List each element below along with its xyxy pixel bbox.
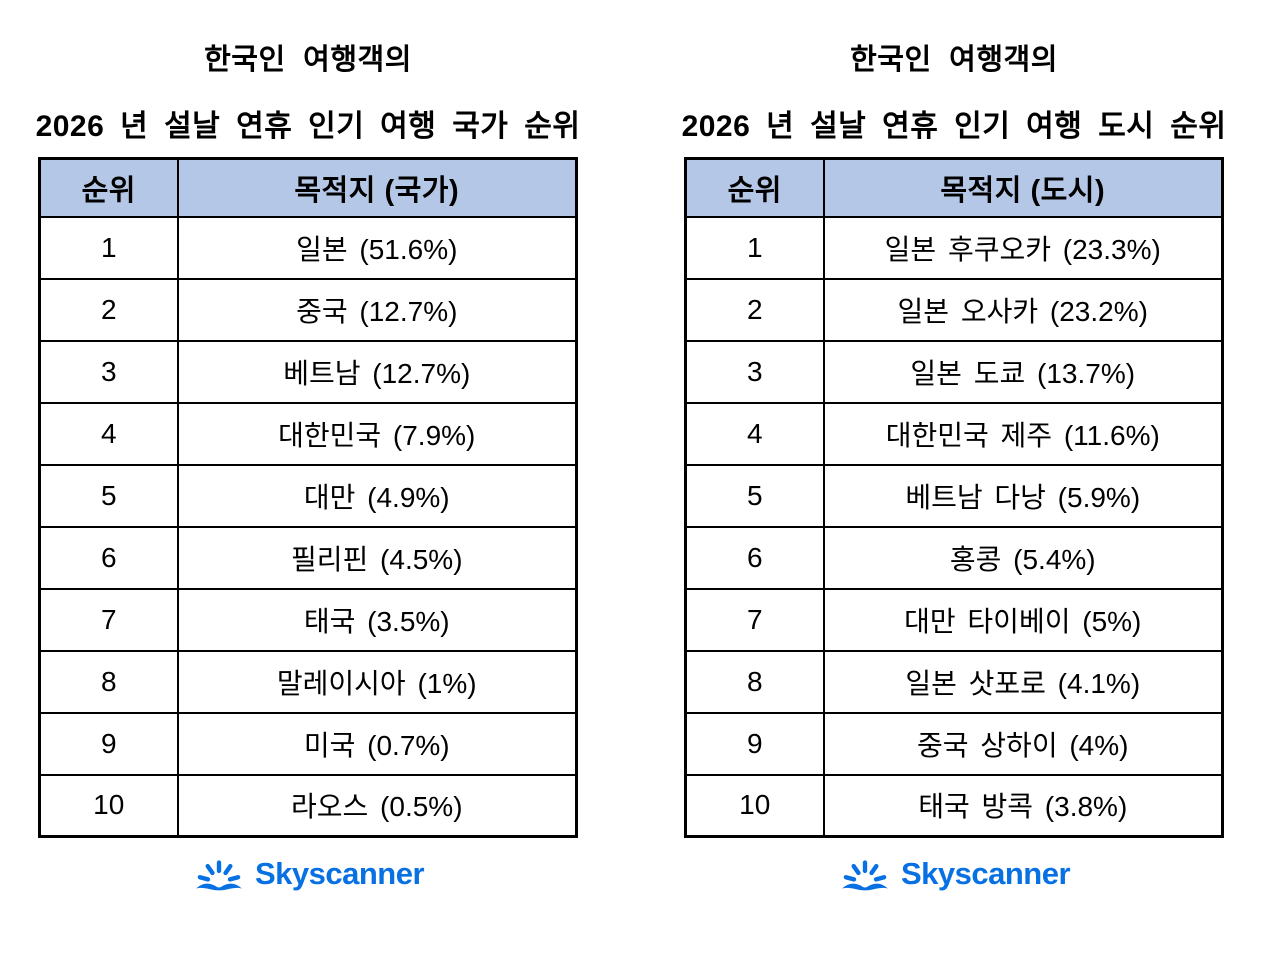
rank-cell: 4 — [38, 401, 179, 466]
rank-cell: 5 — [38, 463, 179, 528]
destination-cell: 일본 오사카 (23.2%) — [822, 277, 1224, 342]
rank-cell: 9 — [38, 711, 179, 776]
rank-cell: 2 — [684, 277, 825, 342]
city-title-line2: 2026 년 설날 연휴 인기 여행 도시 순위 — [681, 110, 1227, 143]
table-row: 10 태국 방콕 (3.8%) — [684, 773, 1224, 838]
rank-cell: 7 — [38, 587, 179, 652]
rank-column-header: 순위 — [38, 157, 179, 218]
table-header-row: 순위 목적지 (국가) — [38, 157, 578, 218]
table-row: 5 베트남 다낭 (5.9%) — [684, 463, 1224, 528]
skyscanner-logo-text: Skyscanner — [254, 856, 425, 891]
rank-cell: 9 — [684, 711, 825, 776]
destination-cell: 일본 도쿄 (13.7%) — [822, 339, 1224, 404]
rank-cell: 7 — [684, 587, 825, 652]
table-row: 6 필리핀 (4.5%) — [38, 525, 578, 590]
destination-cell: 대만 타이베이 (5%) — [822, 587, 1224, 652]
destination-column-header: 목적지 (국가) — [176, 157, 578, 218]
table-row: 2 일본 오사카 (23.2%) — [684, 277, 1224, 342]
rank-cell: 6 — [684, 525, 825, 590]
table-row: 2 중국 (12.7%) — [38, 277, 578, 342]
skyscanner-logo: Skyscanner — [838, 853, 1071, 895]
skyscanner-logo-text: Skyscanner — [900, 856, 1071, 891]
destination-cell: 말레이시아 (1%) — [176, 649, 578, 714]
destination-cell: 일본 후쿠오카 (23.3%) — [822, 215, 1224, 280]
destination-cell: 태국 (3.5%) — [176, 587, 578, 652]
table-header-row: 순위 목적지 (도시) — [684, 157, 1224, 218]
country-title-line1: 한국인 여행객의 — [204, 44, 412, 76]
destination-cell: 대한민국 제주 (11.6%) — [822, 401, 1224, 466]
table-row: 9 중국 상하이 (4%) — [684, 711, 1224, 776]
destination-cell: 대만 (4.9%) — [176, 463, 578, 528]
city-ranking-table: 순위 목적지 (도시) 1 일본 후쿠오카 (23.3%) 2 일본 오사카 (23… — [684, 157, 1224, 838]
two-table-layout: 한국인 여행객의 2026 년 설날 연휴 인기 여행 국가 순위 순위 목적지… — [35, 22, 1227, 895]
table-row: 3 일본 도쿄 (13.7%) — [684, 339, 1224, 404]
table-row: 1 일본 (51.6%) — [38, 215, 578, 280]
table-row: 8 말레이시아 (1%) — [38, 649, 578, 714]
city-title-line1: 한국인 여행객의 — [850, 44, 1058, 76]
table-row: 5 대만 (4.9%) — [38, 463, 578, 528]
destination-cell: 베트남 (12.7%) — [176, 339, 578, 404]
destination-cell: 홍콩 (5.4%) — [822, 525, 1224, 590]
table-row: 4 대한민국 (7.9%) — [38, 401, 578, 466]
table-row: 9 미국 (0.7%) — [38, 711, 578, 776]
table-row: 8 일본 삿포로 (4.1%) — [684, 649, 1224, 714]
country-ranking-table: 순위 목적지 (국가) 1 일본 (51.6%) 2 중국 (12.7%) 3 베트남… — [38, 157, 578, 838]
table-row: 4 대한민국 제주 (11.6%) — [684, 401, 1224, 466]
destination-cell: 일본 (51.6%) — [176, 215, 578, 280]
sunrise-icon — [196, 860, 242, 891]
rank-cell: 3 — [38, 339, 179, 404]
destination-cell: 태국 방콕 (3.8%) — [822, 773, 1224, 838]
rank-cell: 4 — [684, 401, 825, 466]
rank-cell: 10 — [684, 773, 825, 838]
destination-cell: 라오스 (0.5%) — [176, 773, 578, 838]
destination-cell: 대한민국 (7.9%) — [176, 401, 578, 466]
rank-cell: 1 — [684, 215, 825, 280]
skyscanner-logo: Skyscanner — [192, 853, 425, 895]
rank-cell: 6 — [38, 525, 179, 590]
destination-cell: 베트남 다낭 (5.9%) — [822, 463, 1224, 528]
table-row: 7 대만 타이베이 (5%) — [684, 587, 1224, 652]
country-title-line2: 2026 년 설날 연휴 인기 여행 국가 순위 — [35, 110, 581, 143]
destination-cell: 중국 (12.7%) — [176, 277, 578, 342]
rank-cell: 5 — [684, 463, 825, 528]
rank-cell: 3 — [684, 339, 825, 404]
rank-cell: 2 — [38, 277, 179, 342]
table-row: 10 라오스 (0.5%) — [38, 773, 578, 838]
country-ranking-panel: 한국인 여행객의 2026 년 설날 연휴 인기 여행 국가 순위 순위 목적지… — [35, 22, 581, 895]
city-ranking-panel: 한국인 여행객의 2026 년 설날 연휴 인기 여행 도시 순위 순위 목적지… — [681, 22, 1227, 895]
table-row: 6 홍콩 (5.4%) — [684, 525, 1224, 590]
rank-cell: 1 — [38, 215, 179, 280]
destination-column-header: 목적지 (도시) — [822, 157, 1224, 218]
destination-cell: 일본 삿포로 (4.1%) — [822, 649, 1224, 714]
table-row: 7 태국 (3.5%) — [38, 587, 578, 652]
rank-cell: 8 — [684, 649, 825, 714]
destination-cell: 필리핀 (4.5%) — [176, 525, 578, 590]
table-row: 3 베트남 (12.7%) — [38, 339, 578, 404]
table-row: 1 일본 후쿠오카 (23.3%) — [684, 215, 1224, 280]
rank-column-header: 순위 — [684, 157, 825, 218]
rank-cell: 10 — [38, 773, 179, 838]
sunrise-icon — [842, 860, 888, 891]
rank-cell: 8 — [38, 649, 179, 714]
destination-cell: 미국 (0.7%) — [176, 711, 578, 776]
destination-cell: 중국 상하이 (4%) — [822, 711, 1224, 776]
